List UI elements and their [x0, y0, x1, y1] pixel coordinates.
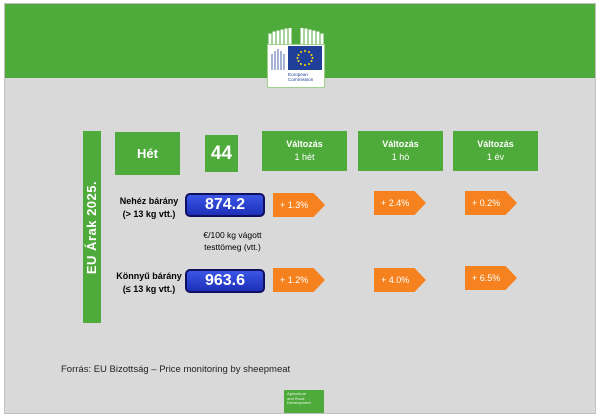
change-header-week: Változás 1 hét [262, 131, 347, 171]
logo-line-2: Commission [288, 77, 314, 82]
logo-text: European Commission [288, 72, 313, 82]
footer-logo-line-1: Agriculture [287, 391, 307, 396]
slide: European Commission EU Árak 2025. Hét 44… [4, 3, 596, 414]
footer-logo-line-2: and Rural [287, 395, 305, 401]
week-number-box: 44 [205, 135, 238, 172]
week-label-box: Hét [115, 132, 180, 175]
change-header-period: 1 hó [391, 152, 410, 162]
building-lines-icon [271, 49, 285, 70]
week-label: Hét [137, 146, 158, 161]
change-header-period: 1 hét [294, 152, 315, 162]
light-lamb-name: Könnyű bárány [116, 271, 182, 281]
light-lamb-change-month: + 4.0% [374, 268, 426, 292]
light-lamb-change-year: + 6.5% [465, 266, 517, 290]
change-header-title: Változás [382, 139, 419, 149]
eu-flag-icon [288, 46, 322, 70]
side-title-bar [83, 131, 101, 323]
light-lamb-price: 963.6 [185, 269, 265, 293]
european-commission-logo: European Commission [267, 44, 325, 88]
change-header-month: Változás 1 hó [358, 131, 443, 171]
footer-logo-line-3: Development [287, 400, 311, 406]
agriculture-dg-logo: Agriculture and Rural Development [284, 390, 324, 413]
heavy-lamb-price: 874.2 [185, 193, 265, 217]
light-lamb-change-week: + 1.2% [273, 268, 325, 292]
side-title-text: EU Árak 2025. [84, 180, 100, 274]
heavy-lamb-sub: (> 13 kg vtt.) [122, 209, 176, 219]
unit-note: €/100 kg vágott testtömeg (vtt.) [195, 229, 270, 253]
heavy-lamb-label: Nehéz bárány (> 13 kg vtt.) [111, 195, 187, 221]
unit-note-line-2: testtömeg (vtt.) [204, 242, 261, 252]
week-number: 44 [210, 142, 233, 164]
unit-note-line-1: €/100 kg vágott [203, 230, 262, 240]
heavy-lamb-name: Nehéz bárány [119, 196, 179, 206]
side-title: EU Árak 2025. [83, 131, 101, 323]
heavy-lamb-change-week: + 1.3% [273, 193, 325, 217]
heavy-lamb-change-year: + 0.2% [465, 191, 517, 215]
change-header-year: Változás 1 év [453, 131, 538, 171]
heavy-lamb-change-month: + 2.4% [374, 191, 426, 215]
source-note: Forrás: EU Bizottság – Price monitoring … [61, 364, 291, 375]
light-lamb-label: Könnyű bárány (≤ 13 kg vtt.) [111, 270, 187, 296]
change-header-title: Változás [477, 139, 514, 149]
change-header-title: Változás [286, 139, 323, 149]
light-lamb-sub: (≤ 13 kg vtt.) [122, 284, 176, 294]
change-header-period: 1 év [486, 152, 504, 162]
berlaymont-building-icon [268, 28, 324, 46]
logo-line-1: European [288, 72, 308, 77]
